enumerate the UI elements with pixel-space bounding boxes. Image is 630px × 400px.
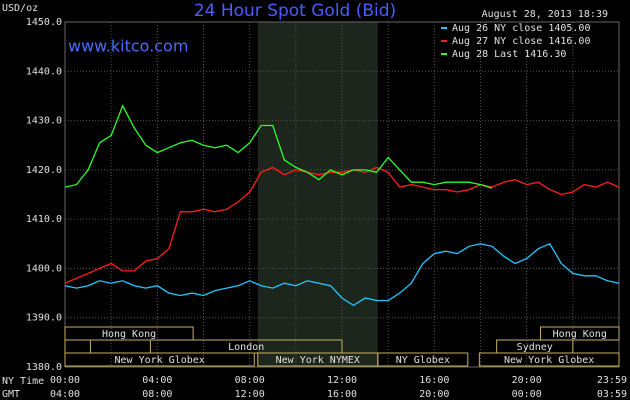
x2-tick-label: 16:00: [327, 389, 357, 400]
y-tick-label: 1390.0: [26, 313, 62, 324]
x-tick-label: 08:00: [235, 375, 265, 386]
x2-axis-label: GMT: [2, 389, 20, 400]
y-tick-label: 1420.0: [26, 165, 62, 176]
x2-tick-label: 08:00: [142, 389, 172, 400]
x-tick-label: 16:00: [419, 375, 449, 386]
session-box: [377, 352, 469, 367]
session-label: Sydney: [517, 342, 553, 353]
session-label: London: [228, 342, 264, 353]
session-label: Hong Kong: [102, 329, 156, 340]
legend-label: Aug 27 NY close 1416.00: [452, 36, 590, 47]
plot-frame: [64, 21, 620, 368]
session-box: [64, 352, 255, 367]
y-tick-label: 1440.0: [26, 66, 62, 77]
timestamp: August 28, 2013 18:39: [482, 9, 608, 20]
legend-label: Aug 26 NY close 1405.00: [452, 23, 590, 34]
session-box: [540, 326, 620, 341]
y-tick-label: 1380.0: [26, 362, 62, 373]
session-label: Hong Kong: [553, 329, 607, 340]
x-tick-label: 00:00: [50, 375, 80, 386]
x-axis-label: NY Time: [2, 376, 44, 387]
session-box: [478, 352, 620, 367]
subtitle: www.kitco.com: [68, 37, 188, 56]
y-tick-label: 1410.0: [26, 214, 62, 225]
x-tick-label: 04:00: [142, 375, 172, 386]
session-label: NY Globex: [396, 355, 450, 366]
x2-tick-label: 00:00: [512, 389, 542, 400]
chart-title: 24 Hour Spot Gold (Bid): [194, 1, 396, 21]
y-axis-label: USD/oz: [2, 3, 38, 14]
x-tick-label: 23:59: [597, 375, 627, 386]
x-tick-label: 12:00: [327, 375, 357, 386]
x2-tick-label: 20:00: [419, 389, 449, 400]
session-label: New York Globex: [504, 355, 594, 366]
series-line: [64, 104, 493, 189]
session-box: [64, 326, 194, 341]
shaded-region: [257, 22, 378, 367]
x2-tick-label: 12:00: [235, 389, 265, 400]
y-tick-label: 1430.0: [26, 116, 62, 127]
session-label: New York Globex: [114, 355, 204, 366]
series-line: [64, 166, 620, 284]
y-tick-label: 1450.0: [26, 17, 62, 28]
series-line: [64, 242, 620, 307]
y-tick-label: 1400.0: [26, 263, 62, 274]
x2-tick-label: 03:59: [597, 389, 627, 400]
x2-tick-label: 04:00: [50, 389, 80, 400]
legend-label: Aug 28 Last 1416.30: [452, 49, 566, 60]
x-tick-label: 20:00: [512, 375, 542, 386]
session-label: New York NYMEX: [276, 355, 360, 366]
